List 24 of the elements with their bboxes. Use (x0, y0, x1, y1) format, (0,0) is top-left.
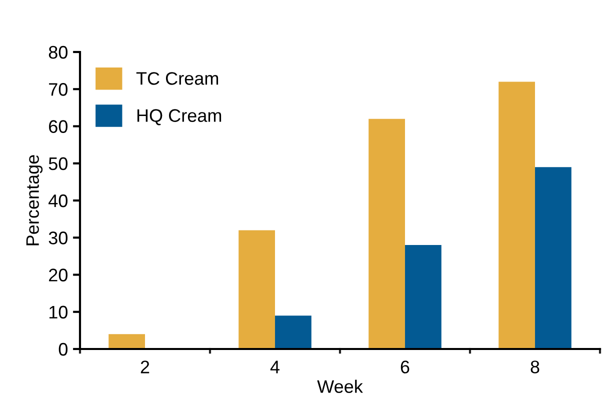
x-tick-label: 2 (140, 360, 150, 374)
bar (238, 230, 275, 349)
y-tick-label: 0 (58, 342, 68, 356)
y-tick-label: 30 (48, 232, 68, 244)
y-tick-label: 60 (49, 120, 68, 133)
y-tick-label: 20 (49, 268, 68, 282)
bar (368, 118, 405, 349)
x-tick-label: 8 (530, 360, 540, 374)
bar (498, 82, 535, 349)
y-tick-label: 40 (48, 194, 68, 208)
y-tick-label: 70 (49, 83, 68, 96)
x-tick-label: 6 (400, 360, 410, 374)
x-axis-title: Week (317, 380, 363, 393)
x-tick-label: 4 (270, 360, 280, 374)
y-tick-label: 10 (49, 306, 68, 319)
y-tick-label: 80 (48, 46, 68, 59)
bar (405, 245, 442, 349)
bar (275, 316, 312, 349)
y-axis-title: Percentage (26, 155, 43, 246)
y-tick-label: 50 (48, 157, 68, 170)
bar (108, 334, 145, 349)
legend-label: HQ Cream (137, 109, 222, 126)
bar (535, 167, 572, 349)
legend-label: TC Cream (136, 72, 218, 85)
